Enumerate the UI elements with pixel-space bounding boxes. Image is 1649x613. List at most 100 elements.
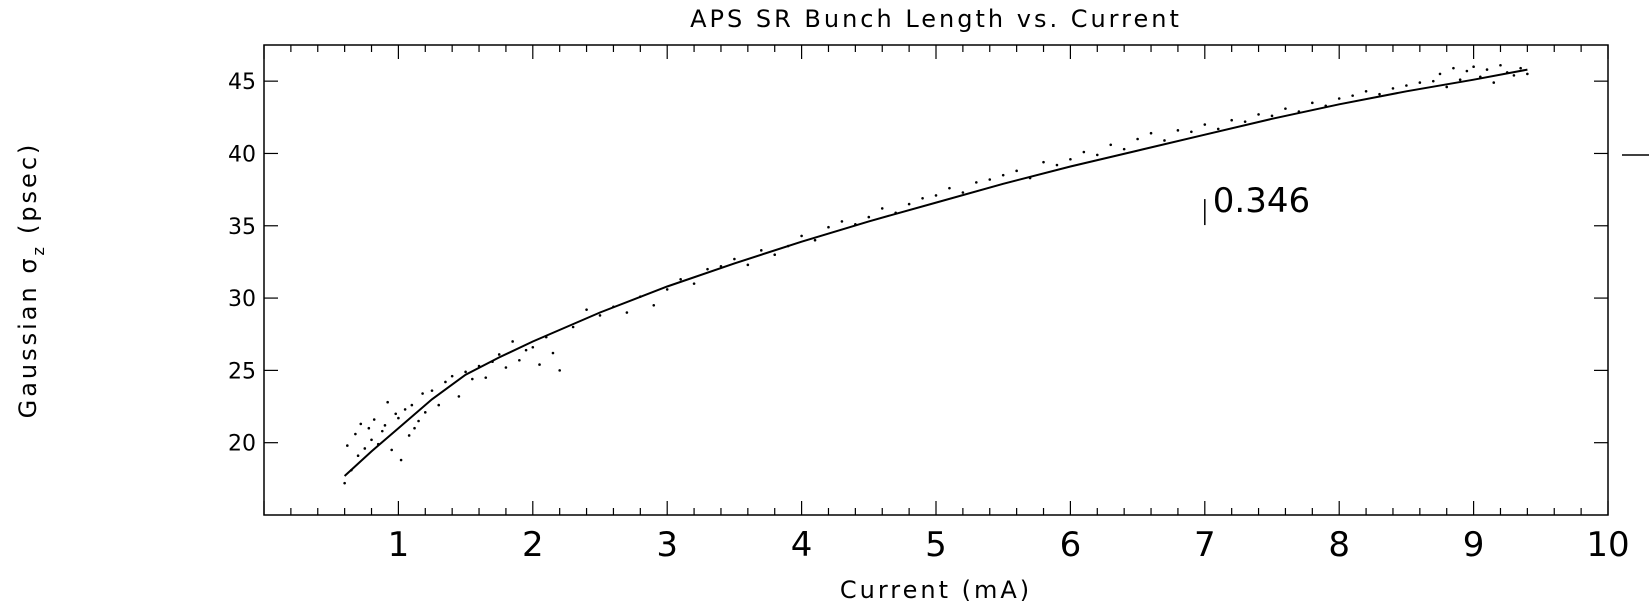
x-tick-label: 6: [1060, 525, 1082, 565]
data-point: [423, 411, 427, 414]
data-point: [1472, 65, 1475, 68]
data-point: [1438, 72, 1442, 76]
x-axis-ticks: [263, 45, 1609, 515]
data-point: [1405, 84, 1408, 87]
data-point: [383, 424, 387, 427]
data-point: [1364, 89, 1368, 93]
data-point: [961, 191, 965, 194]
data-point: [410, 403, 414, 407]
fit-curve: [343, 68, 1528, 477]
data-point: [558, 369, 561, 372]
data-point: [497, 353, 501, 356]
data-point: [1458, 78, 1462, 82]
y-tick-label: 45: [228, 70, 256, 95]
y-tick-label: 35: [228, 215, 256, 240]
data-point: [511, 340, 514, 343]
data-point: [827, 225, 830, 229]
chart-title: APS SR Bunch Length vs. Current: [690, 5, 1182, 33]
data-point: [1452, 66, 1455, 70]
data-point: [1203, 123, 1207, 126]
x-tick-label: 5: [925, 525, 947, 565]
data-point: [380, 429, 384, 433]
data-point: [430, 389, 434, 392]
x-tick-label: 4: [791, 525, 813, 565]
fit-exponent-annotation: 0.346: [1213, 181, 1310, 221]
data-point: [975, 181, 978, 184]
data-point: [625, 311, 629, 314]
x-axis-label: Current (mA): [840, 576, 1032, 604]
y-tick-label: 20: [228, 432, 256, 457]
y-axis-tick-labels: 20 25 30 35 40 45: [228, 70, 256, 457]
x-tick-label: 1: [388, 525, 410, 565]
y-axis-label: Gaussian σz (psec): [14, 142, 48, 419]
data-point: [367, 426, 371, 430]
data-point: [518, 358, 521, 362]
data-point: [1082, 150, 1086, 154]
data-point: [1149, 131, 1153, 135]
y-axis-ticks: [264, 80, 1608, 444]
data-point: [746, 263, 750, 267]
data-point: [399, 458, 403, 462]
data-point: [1431, 79, 1435, 83]
data-point: [343, 481, 346, 485]
data-point: [372, 418, 376, 421]
data-point: [679, 277, 682, 281]
data-point: [524, 348, 528, 352]
data-point: [464, 370, 467, 374]
data-point: [733, 257, 736, 261]
data-point: [706, 267, 709, 271]
data-point: [1337, 97, 1341, 100]
data-point: [1499, 63, 1502, 67]
data-point: [450, 374, 454, 378]
data-point: [1465, 69, 1469, 73]
data-point: [1055, 163, 1059, 167]
data-point: [1042, 160, 1045, 164]
data-point: [437, 403, 441, 407]
data-point: [800, 234, 803, 238]
data-point: [444, 380, 447, 384]
data-point: [1163, 139, 1166, 142]
data-point: [1351, 94, 1354, 97]
data-point: [880, 207, 884, 210]
data-point: [359, 422, 363, 426]
data-point: [773, 253, 777, 256]
data-point: [354, 432, 357, 436]
data-point: [1190, 130, 1193, 134]
y-axis-label-subscript: z: [29, 244, 48, 255]
y-axis-label-main: Gaussian σ: [14, 255, 42, 418]
x-axis-tick-labels: 1 2 3 4 5 6 7 8 9 10: [388, 525, 1630, 565]
data-point: [867, 215, 871, 219]
x-tick-label: 9: [1463, 525, 1485, 565]
data-point: [394, 412, 398, 416]
data-point: [948, 186, 951, 190]
y-tick-label: 25: [228, 359, 256, 384]
data-point: [403, 408, 407, 411]
x-tick-label: 10: [1586, 525, 1629, 565]
data-point: [1492, 81, 1496, 84]
data-point: [356, 454, 360, 458]
data-point: [407, 434, 411, 437]
data-point: [1136, 137, 1139, 141]
y-tick-label: 40: [228, 142, 256, 167]
data-point: [1216, 127, 1220, 131]
data-point: [457, 395, 461, 398]
data-point: [907, 202, 911, 206]
data-point: [840, 220, 844, 223]
data-point: [346, 444, 349, 447]
data-point: [1176, 129, 1180, 132]
data-point: [413, 426, 416, 430]
data-point: [1270, 114, 1274, 118]
data-point: [934, 194, 938, 197]
y-tick-label: 30: [228, 287, 256, 312]
data-point: [921, 196, 924, 200]
data-point: [1015, 169, 1018, 173]
data-point: [585, 308, 588, 311]
data-point: [1519, 66, 1522, 70]
data-point: [571, 325, 575, 329]
data-point: [421, 392, 424, 395]
x-tick-label: 8: [1328, 525, 1350, 565]
data-point: [692, 282, 696, 285]
data-point: [417, 419, 420, 423]
data-point: [531, 345, 535, 349]
